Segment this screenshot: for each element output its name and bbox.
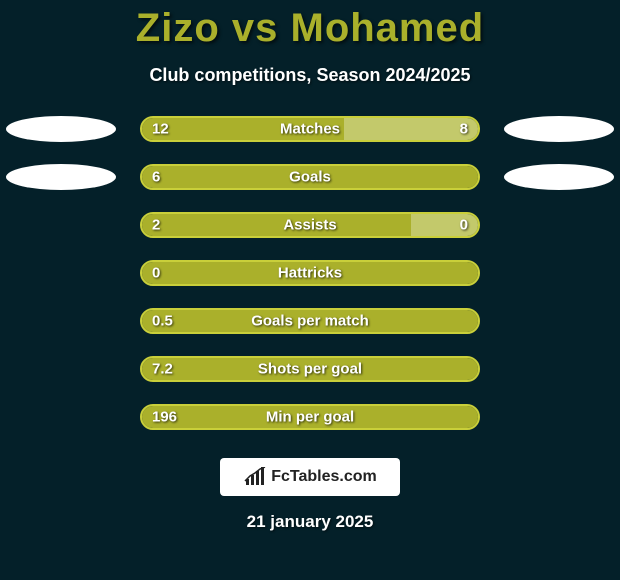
stat-label: Matches	[280, 121, 340, 138]
stat-bar: 7.2 Shots per goal	[140, 356, 480, 382]
stat-bar: 12 Matches 8	[140, 116, 480, 142]
stats-container: 12 Matches 8 6 Goals 2 Assists 0 0 Hattricks 0.5 Go…	[0, 116, 620, 430]
stat-value-left: 7.2	[152, 361, 173, 378]
stat-value-left: 196	[152, 409, 177, 426]
chart-icon	[243, 467, 267, 487]
brand-text: FcTables.com	[271, 468, 377, 486]
player-right-ellipse	[504, 116, 614, 142]
stat-bar: 0.5 Goals per match	[140, 308, 480, 334]
stat-bar-right-fill	[344, 118, 478, 140]
stat-label: Goals	[289, 169, 331, 186]
stat-value-left: 6	[152, 169, 160, 186]
stat-value-left: 0.5	[152, 313, 173, 330]
stat-bar: 2 Assists 0	[140, 212, 480, 238]
brand-badge: FcTables.com	[220, 458, 400, 496]
stat-row: 2 Assists 0	[0, 212, 620, 238]
stat-row: 7.2 Shots per goal	[0, 356, 620, 382]
stat-label: Shots per goal	[258, 361, 362, 378]
page-subtitle: Club competitions, Season 2024/2025	[0, 65, 620, 86]
stat-label: Min per goal	[266, 409, 354, 426]
stat-bar: 0 Hattricks	[140, 260, 480, 286]
stat-value-left: 12	[152, 121, 169, 138]
page-title: Zizo vs Mohamed	[0, 0, 620, 51]
player-left-ellipse	[6, 164, 116, 190]
stat-bar-left-fill	[142, 214, 411, 236]
stat-row: 6 Goals	[0, 164, 620, 190]
stat-value-right: 0	[460, 217, 468, 234]
stat-row: 0.5 Goals per match	[0, 308, 620, 334]
stat-row: 12 Matches 8	[0, 116, 620, 142]
player-left-ellipse	[6, 116, 116, 142]
stat-bar: 196 Min per goal	[140, 404, 480, 430]
stat-label: Hattricks	[278, 265, 342, 282]
footer-date: 21 january 2025	[0, 512, 620, 532]
stat-bar: 6 Goals	[140, 164, 480, 190]
stat-value-left: 2	[152, 217, 160, 234]
stat-row: 0 Hattricks	[0, 260, 620, 286]
stat-row: 196 Min per goal	[0, 404, 620, 430]
stat-value-right: 8	[460, 121, 468, 138]
player-right-ellipse	[504, 164, 614, 190]
stat-label: Goals per match	[251, 313, 369, 330]
stat-value-left: 0	[152, 265, 160, 282]
stat-label: Assists	[283, 217, 336, 234]
